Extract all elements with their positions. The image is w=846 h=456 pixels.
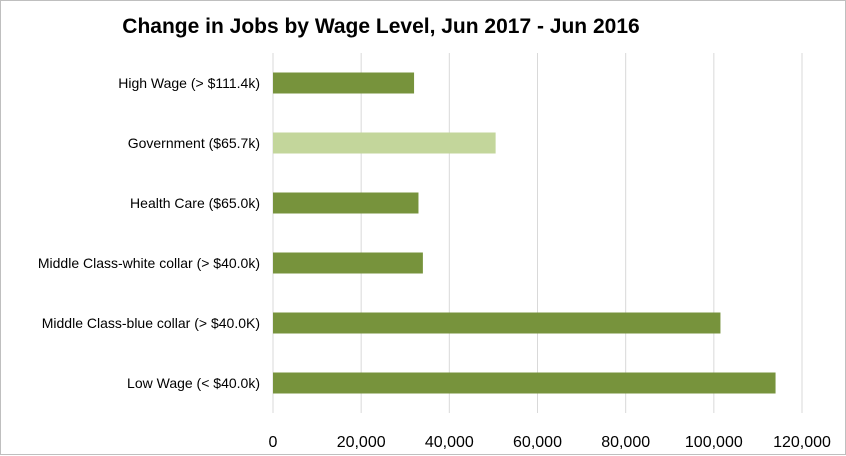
x-tick-label: 0 [269,434,278,451]
gridlines [272,53,803,413]
bar [273,312,721,334]
category-label: Government ($65.7k) [128,135,260,151]
bars [273,72,776,394]
chart-title: Change in Jobs by Wage Level, Jun 2017 -… [122,15,640,38]
x-tick-label: 60,000 [513,434,562,451]
category-labels: High Wage (> $111.4k) Government ($65.7k)… [38,75,260,391]
x-tick-labels: 0 20,000 40,000 60,000 80,000 100,000 120,000 [269,434,831,451]
category-label: Low Wage (< $40.0k) [127,375,260,391]
x-tick-label: 40,000 [425,434,474,451]
category-label: High Wage (> $111.4k) [118,75,260,91]
bar [273,252,423,274]
x-tick-label: 100,000 [685,434,743,451]
x-tick-label: 120,000 [773,434,831,451]
category-label: Health Care ($65.0k) [130,195,260,211]
x-tick-label: 20,000 [337,434,386,451]
bar [273,372,776,394]
bar [273,72,415,94]
bar [273,132,496,154]
category-label: Middle Class-white collar (> $40.0k) [38,255,260,271]
bar [273,192,419,214]
x-tick-label: 80,000 [601,434,650,451]
category-label: Middle Class-blue collar (> $40.0K) [42,315,260,331]
